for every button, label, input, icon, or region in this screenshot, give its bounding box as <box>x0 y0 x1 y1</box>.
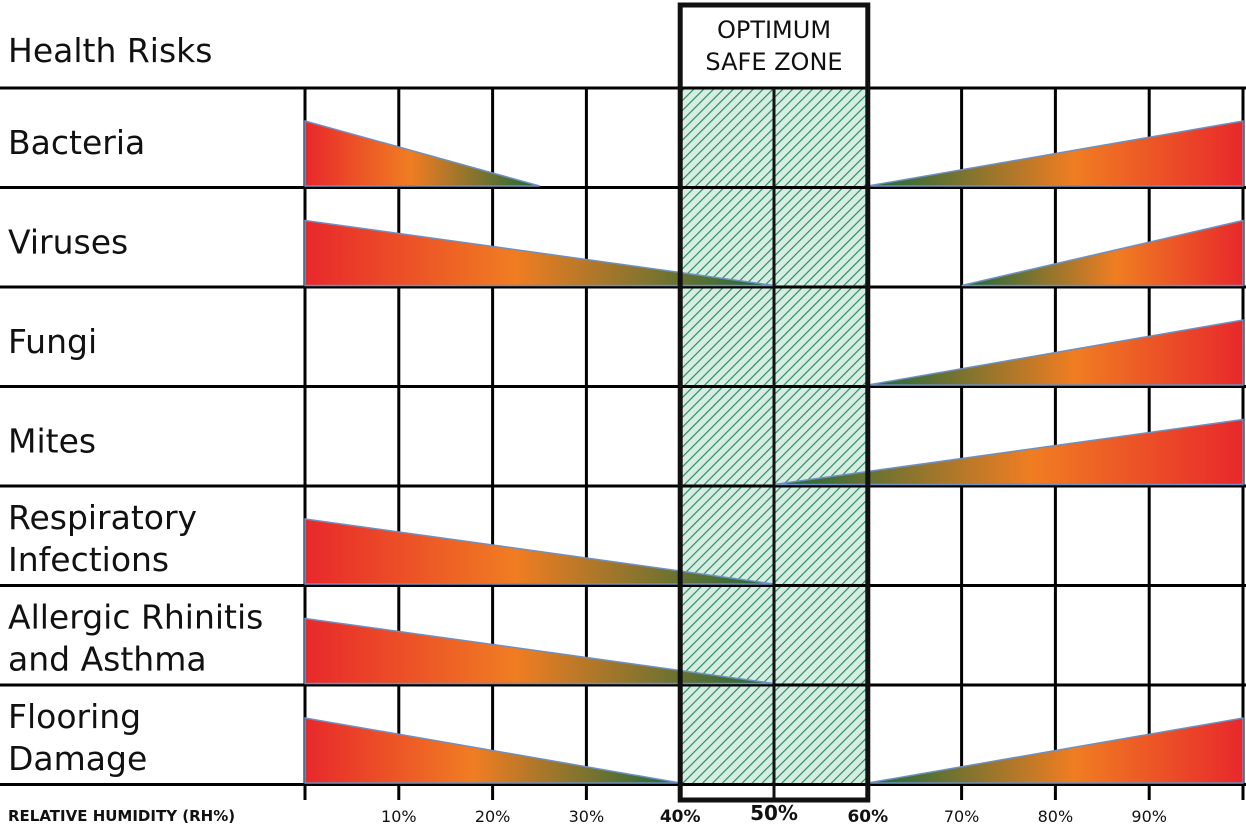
high-humidity-risk-wedge <box>867 319 1244 386</box>
low-humidity-risk-wedge <box>304 219 775 287</box>
row-labels: Bacteria Viruses Fungi Mites RespiratoryInfe… <box>8 123 263 778</box>
high-humidity-risk-wedge <box>867 717 1244 784</box>
row-label: Mites <box>8 422 96 461</box>
grid <box>0 86 1246 800</box>
low-humidity-risk-wedge <box>304 617 775 685</box>
row-label: Respiratory <box>8 498 197 537</box>
low-humidity-risk-wedge <box>304 120 540 187</box>
header-title: Health Risks <box>8 31 212 70</box>
x-tick-label: 20% <box>475 807 511 826</box>
x-tick-label: 10% <box>381 807 417 826</box>
low-humidity-risk-wedge <box>304 518 775 585</box>
low-humidity-risk-wedge <box>304 717 681 784</box>
x-tick-label: 40% <box>660 807 701 827</box>
row-label: Damage <box>8 739 147 778</box>
x-axis-title: RELATIVE HUMIDITY (RH%) <box>8 807 235 825</box>
safe-zone-title-line: OPTIMUM <box>717 16 831 44</box>
row-label: Viruses <box>8 223 128 262</box>
high-humidity-risk-wedge <box>961 219 1244 287</box>
row-label: Bacteria <box>8 123 145 162</box>
row-label: Infections <box>8 540 169 579</box>
risk-wedges <box>304 120 1244 784</box>
row-label: Flooring <box>8 697 141 736</box>
x-tick-label: 90% <box>1131 807 1167 826</box>
row-label: and Asthma <box>8 640 207 679</box>
x-tick-label: 50% <box>750 801 798 825</box>
high-humidity-risk-wedge <box>773 418 1244 486</box>
x-axis-ticks: 10% 20% 30% 40% 50% 60% 70% 80% 90% <box>381 801 1167 827</box>
row-label: Allergic Rhinitis <box>8 598 263 637</box>
high-humidity-risk-wedge <box>867 120 1244 187</box>
x-tick-label: 60% <box>847 807 888 827</box>
x-tick-label: 80% <box>1038 807 1074 826</box>
x-tick-label: 30% <box>569 807 605 826</box>
safe-zone-title: OPTIMUM SAFE ZONE <box>705 16 842 76</box>
safe-zone-border <box>677 2 871 803</box>
row-label: Fungi <box>8 322 97 361</box>
x-tick-label: 70% <box>944 807 980 826</box>
safe-zone-frame <box>677 2 871 803</box>
safe-zone-title-line: SAFE ZONE <box>705 48 842 76</box>
